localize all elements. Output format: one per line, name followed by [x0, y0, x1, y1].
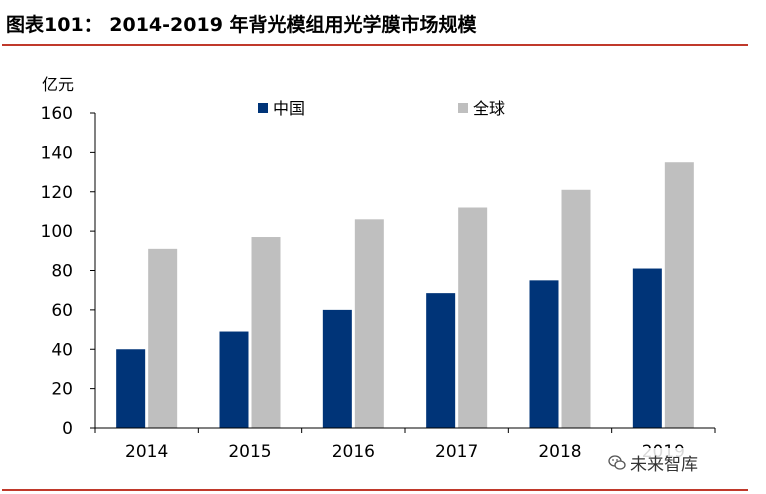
footer-divider	[2, 489, 748, 491]
legend: 中国 全球	[258, 99, 505, 118]
y-axis: 0 20 40 60 80 100 120 140 160	[41, 104, 96, 439]
x-tick-label: 2014	[125, 442, 168, 462]
legend-label: 中国	[273, 99, 305, 118]
x-tick-label: 2015	[228, 442, 271, 462]
watermark-text: 未来智库	[630, 455, 698, 475]
bar-china	[322, 309, 352, 428]
y-tick-label: 140	[41, 143, 73, 163]
y-axis-label: 亿元	[42, 75, 74, 94]
legend-swatch	[258, 103, 268, 113]
watermark: 未来智库	[604, 448, 702, 477]
bar-china	[529, 280, 559, 428]
bars	[116, 162, 694, 428]
bar-china	[219, 331, 249, 428]
bar-china	[116, 349, 146, 428]
y-tick-label: 20	[51, 380, 73, 400]
legend-swatch	[458, 103, 468, 113]
y-tick-label: 40	[51, 340, 73, 360]
title-divider	[2, 44, 748, 46]
y-tick-label: 80	[51, 262, 73, 282]
wechat-icon	[608, 454, 626, 470]
x-axis: 201420152016201720182019	[94, 427, 716, 462]
bar-global	[458, 207, 488, 428]
y-tick-label: 60	[51, 301, 73, 321]
bar-china	[632, 268, 662, 428]
x-tick-label: 2018	[538, 442, 581, 462]
bar-global	[251, 237, 281, 428]
bar-global	[354, 219, 384, 428]
y-tick-label: 120	[41, 183, 73, 203]
x-tick-label: 2016	[332, 442, 375, 462]
y-tick-label: 160	[41, 104, 73, 124]
y-tick-label: 100	[41, 222, 73, 242]
bar-global	[664, 162, 694, 428]
bar-china	[426, 293, 456, 428]
chart-title: 图表101： 2014-2019 年背光模组用光学膜市场规模	[6, 14, 477, 36]
bar-global	[561, 189, 591, 428]
y-tick-label: 0	[62, 419, 73, 439]
legend-label: 全球	[473, 99, 505, 118]
x-tick-label: 2017	[435, 442, 478, 462]
bar-global	[148, 248, 178, 428]
